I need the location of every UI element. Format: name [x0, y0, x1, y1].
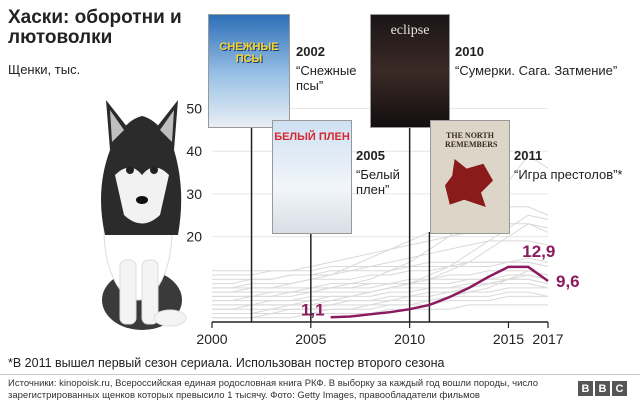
background-series-line [212, 283, 549, 297]
background-series-line [212, 257, 549, 280]
annotation-2010-year: 2010 [455, 44, 484, 59]
annotation-2002-year: 2002 [296, 44, 325, 59]
bbc-logo: B B C [578, 381, 627, 396]
background-series-line [212, 274, 549, 306]
bbc-logo-c: C [612, 381, 627, 396]
poster-eclipse: eclipse [370, 14, 450, 128]
y-tick-label: 20 [186, 229, 202, 245]
annotation-2010: 2010 “Сумерки. Сага. Затмение” [455, 44, 635, 78]
annotation-2010-caption: “Сумерки. Сага. Затмение” [455, 63, 618, 78]
annotation-2011: 2011 “Игра престолов”* [514, 148, 636, 182]
background-series-line [212, 295, 548, 314]
background-series-line [212, 278, 549, 293]
poster-snow-dogs-text: СНЕЖНЫЕ ПСЫ [219, 41, 279, 65]
annotation-2005-caption: “Белый плен” [356, 167, 400, 197]
background-series-line [212, 291, 549, 314]
y-tick-label: 40 [186, 143, 202, 159]
x-tick-label: 2017 [532, 331, 563, 347]
annotation-2002-caption: “Снежные псы” [296, 63, 357, 93]
annotation-2005-year: 2005 [356, 148, 385, 163]
annotation-2011-caption: “Игра престолов”* [514, 167, 623, 182]
husky-data-label: 12,9 [522, 242, 555, 261]
annotation-2011-year: 2011 [514, 148, 543, 163]
sources-text: Источники: kinopoisk.ru, Всероссийская е… [8, 378, 539, 401]
annotation-2005: 2005 “Белый плен” [356, 148, 416, 197]
x-tick-label: 2015 [493, 331, 524, 347]
husky-series-line [330, 265, 549, 319]
husky-dog-image [101, 100, 187, 330]
background-series-line [212, 304, 548, 319]
chart-title: Хаски: оборотни и лютоволки [8, 7, 182, 48]
bbc-logo-b1: B [578, 381, 593, 396]
y-tick-label: 50 [186, 101, 202, 117]
x-tick-label: 2005 [295, 331, 326, 347]
poster-eight-below: БЕЛЫЙ ПЛЕН [272, 120, 352, 234]
chart-subtitle: Щенки, тыс. [8, 62, 81, 77]
footer-divider [0, 374, 640, 375]
background-series-line [212, 240, 549, 285]
annotation-2002: 2002 “Снежные псы” [296, 44, 368, 93]
poster-eight-below-text: БЕЛЫЙ ПЛЕН [274, 131, 350, 143]
poster-game-of-thrones: THE NORTH REMEMBERS [430, 120, 510, 234]
x-tick-label: 2010 [394, 331, 425, 347]
husky-data-label: 1,1 [301, 300, 325, 319]
background-series-line [212, 270, 549, 319]
x-tick-label: 2000 [196, 331, 227, 347]
poster-game-of-thrones-text: THE NORTH REMEMBERS [445, 131, 498, 149]
background-series-line [212, 261, 549, 272]
footnote: *В 2011 вышел первый сезон сериала. Испо… [8, 356, 445, 370]
poster-snow-dogs: СНЕЖНЫЕ ПСЫ [208, 14, 290, 128]
husky-data-label: 9,6 [556, 272, 580, 291]
background-series-line [212, 287, 548, 310]
y-tick-label: 30 [186, 186, 202, 202]
poster-eclipse-text: eclipse [390, 23, 430, 38]
wolf-sigil-icon [445, 159, 493, 207]
bbc-logo-b2: B [595, 381, 610, 396]
